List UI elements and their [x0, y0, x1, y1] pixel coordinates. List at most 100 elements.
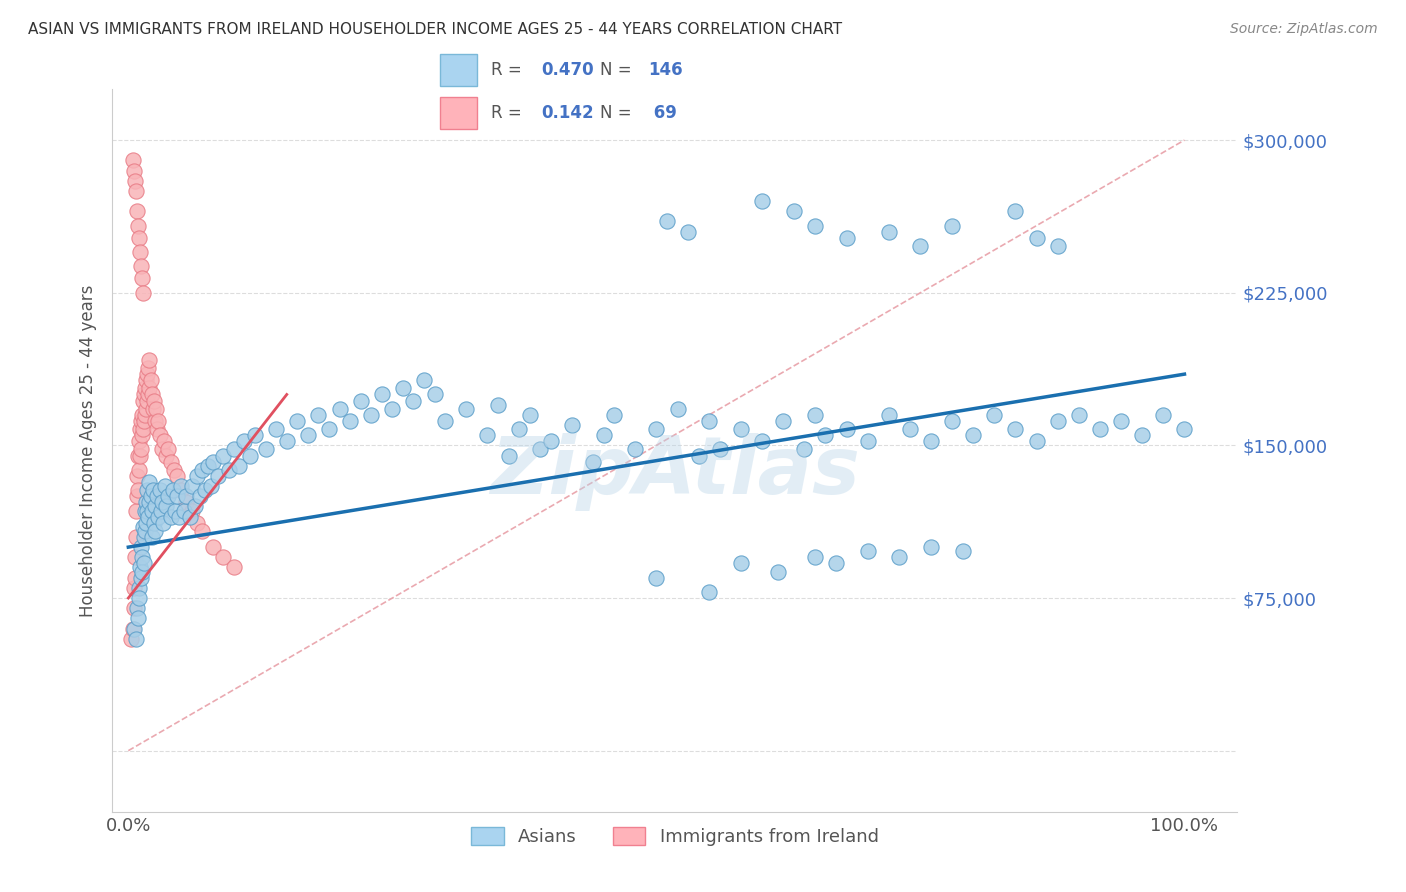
Point — [804, 408, 827, 422]
Point — [134, 503, 156, 517]
Point — [201, 455, 224, 469]
Point — [138, 387, 160, 401]
Point — [962, 428, 984, 442]
Point — [129, 540, 152, 554]
Point — [134, 381, 156, 395]
Point — [666, 401, 689, 416]
Point — [920, 434, 942, 449]
Point — [645, 571, 668, 585]
Point — [222, 442, 245, 457]
Point — [952, 544, 974, 558]
Point — [129, 260, 152, 274]
Point — [191, 524, 214, 538]
Point — [135, 516, 157, 530]
Point — [920, 540, 942, 554]
Point — [766, 565, 789, 579]
Point — [519, 408, 541, 422]
Point — [166, 469, 188, 483]
Point — [159, 455, 181, 469]
Point — [1004, 204, 1026, 219]
Point — [1046, 414, 1069, 428]
Point — [561, 417, 583, 432]
Point — [239, 449, 262, 463]
Point — [124, 550, 146, 565]
Point — [121, 632, 143, 646]
Point — [134, 557, 156, 571]
Point — [201, 540, 224, 554]
Point — [1067, 408, 1090, 422]
Point — [297, 428, 319, 442]
Point — [163, 503, 186, 517]
Point — [127, 219, 149, 233]
Point — [134, 530, 156, 544]
Point — [138, 381, 160, 395]
Point — [125, 204, 148, 219]
Point — [212, 550, 235, 565]
Point — [122, 163, 145, 178]
Point — [128, 581, 150, 595]
Point — [138, 509, 160, 524]
Point — [129, 442, 152, 457]
Point — [129, 245, 152, 260]
Point — [180, 503, 202, 517]
Point — [540, 434, 562, 449]
Point — [318, 422, 340, 436]
Point — [529, 442, 551, 457]
Point — [131, 565, 153, 579]
Point — [508, 422, 530, 436]
Point — [212, 449, 235, 463]
Point — [155, 479, 177, 493]
Point — [285, 414, 308, 428]
Point — [1046, 239, 1069, 253]
Point — [176, 495, 198, 509]
Point — [136, 503, 159, 517]
Point — [709, 442, 731, 457]
Point — [125, 184, 148, 198]
Point — [128, 231, 150, 245]
Text: ASIAN VS IMMIGRANTS FROM IRELAND HOUSEHOLDER INCOME AGES 25 - 44 YEARS CORRELATI: ASIAN VS IMMIGRANTS FROM IRELAND HOUSEHO… — [28, 22, 842, 37]
Point — [194, 483, 217, 497]
Point — [307, 408, 329, 422]
Point — [592, 428, 614, 442]
Point — [157, 442, 180, 457]
Point — [122, 581, 145, 595]
Point — [132, 520, 155, 534]
Point — [783, 204, 806, 219]
Point — [127, 611, 149, 625]
Point — [139, 373, 162, 387]
Point — [645, 422, 668, 436]
Point — [603, 408, 626, 422]
Point — [131, 550, 153, 565]
Point — [150, 442, 173, 457]
Point — [381, 401, 404, 416]
Point — [135, 401, 157, 416]
Point — [146, 489, 169, 503]
Point — [498, 449, 520, 463]
Point — [188, 489, 211, 503]
Point — [125, 469, 148, 483]
Text: R =: R = — [491, 61, 522, 78]
Point — [1152, 408, 1174, 422]
Point — [1088, 422, 1111, 436]
Point — [329, 401, 352, 416]
Point — [146, 422, 169, 436]
Point — [136, 367, 159, 381]
Point — [624, 442, 647, 457]
Point — [124, 571, 146, 585]
Point — [941, 414, 963, 428]
Point — [132, 422, 155, 436]
Point — [122, 601, 145, 615]
Point — [155, 500, 177, 514]
Point — [122, 622, 145, 636]
Point — [139, 489, 162, 503]
Point — [134, 524, 156, 538]
Point — [804, 550, 827, 565]
Text: Source: ZipAtlas.com: Source: ZipAtlas.com — [1230, 22, 1378, 37]
Point — [146, 509, 169, 524]
Point — [150, 495, 173, 509]
Point — [142, 516, 165, 530]
Point — [730, 557, 752, 571]
Point — [477, 428, 499, 442]
Point — [150, 503, 173, 517]
Point — [125, 503, 148, 517]
